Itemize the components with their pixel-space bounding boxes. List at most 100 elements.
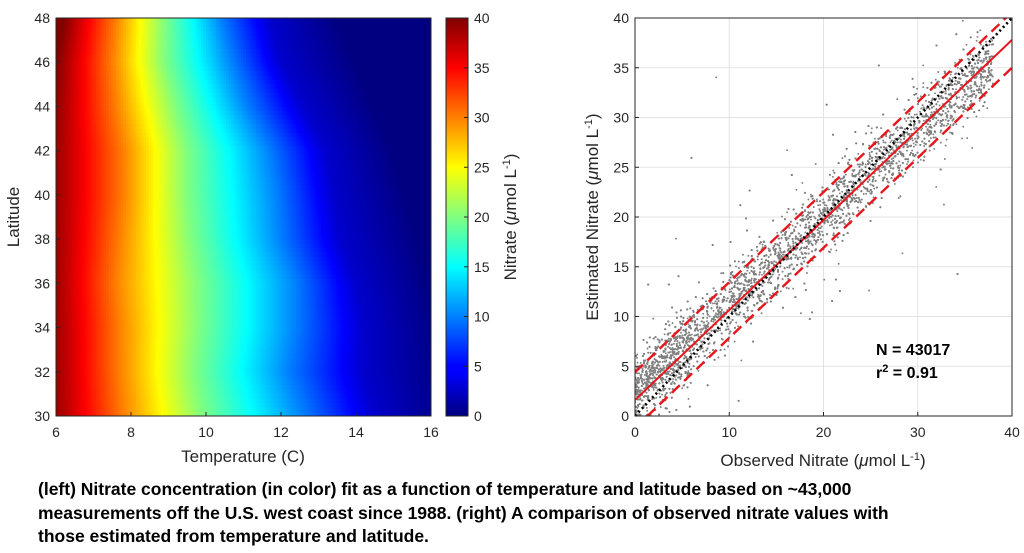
- heatmap-cell: [221, 97, 225, 103]
- heatmap-cell: [421, 106, 425, 112]
- heatmap-cell: [303, 40, 307, 46]
- heatmap-cell: [163, 137, 167, 143]
- heatmap-cell: [313, 115, 317, 121]
- heatmap-cell: [408, 132, 412, 138]
- heatmap-cell: [421, 71, 425, 77]
- heatmap-cell: [166, 93, 170, 99]
- heatmap-cell: [391, 44, 395, 50]
- heatmap-cell: [418, 31, 422, 37]
- heatmap-cell: [396, 62, 400, 68]
- heatmap-cell: [363, 159, 367, 165]
- heatmap-cell: [383, 106, 387, 112]
- heatmap-cell: [243, 159, 247, 165]
- heatmap-cell: [71, 102, 75, 108]
- heatmap-cell: [181, 115, 185, 121]
- heatmap-cell: [236, 18, 240, 24]
- heatmap-cell: [63, 79, 67, 85]
- heatmap-cell: [301, 137, 305, 143]
- heatmap-cell: [123, 26, 127, 32]
- heatmap-cell: [213, 26, 217, 32]
- heatmap-cell: [323, 128, 327, 134]
- heatmap-cell: [393, 115, 397, 121]
- heatmap-cell: [93, 128, 97, 134]
- heatmap-cell: [416, 79, 420, 85]
- heatmap-cell: [213, 35, 217, 41]
- heatmap-cell: [136, 22, 140, 28]
- heatmap-cell: [86, 31, 90, 37]
- heatmap-cell: [381, 150, 385, 156]
- heatmap-cell: [113, 141, 117, 147]
- heatmap-cell: [326, 146, 330, 152]
- heatmap-cell: [171, 18, 175, 24]
- heatmap-cell: [398, 26, 402, 32]
- heatmap-cell: [278, 146, 282, 152]
- heatmap-cell: [143, 159, 147, 165]
- heatmap-cell: [146, 71, 150, 77]
- heatmap-cell: [298, 88, 302, 94]
- heatmap-cell: [396, 132, 400, 138]
- heatmap-cell: [323, 44, 327, 50]
- heatmap-cell: [376, 110, 380, 116]
- heatmap-cell: [66, 84, 70, 90]
- heatmap-cell: [58, 102, 62, 108]
- heatmap-cell: [81, 124, 85, 130]
- heatmap-cell: [186, 137, 190, 143]
- heatmap-cell: [428, 57, 431, 63]
- heatmap-cell: [218, 22, 222, 28]
- heatmap-cell: [418, 35, 422, 41]
- heatmap-cell: [371, 110, 375, 116]
- heatmap-cell: [228, 88, 232, 94]
- heatmap-cell: [323, 110, 327, 116]
- heatmap-cell: [161, 159, 165, 165]
- heatmap-cell: [158, 31, 162, 37]
- heatmap-cell: [221, 18, 225, 24]
- heatmap-cell: [353, 75, 357, 81]
- heatmap-cell: [413, 119, 417, 125]
- heatmap-cell: [266, 48, 270, 54]
- heatmap-cell: [331, 53, 335, 59]
- heatmap-cell: [281, 141, 285, 147]
- heatmap-cell: [383, 141, 387, 147]
- heatmap-cell: [308, 106, 312, 112]
- heatmap-cell: [78, 93, 82, 99]
- heatmap-cell: [178, 155, 182, 161]
- heatmap-cell: [106, 110, 110, 116]
- heatmap-cell: [196, 88, 200, 94]
- heatmap-cell: [233, 26, 237, 32]
- heatmap-cell: [276, 155, 280, 161]
- heatmap-cell: [171, 106, 175, 112]
- heatmap-cell: [253, 88, 257, 94]
- heatmap-cell: [253, 31, 257, 37]
- heatmap-cell: [248, 115, 252, 121]
- heatmap-cell: [336, 124, 340, 130]
- heatmap-cell: [246, 110, 250, 116]
- heatmap-cell: [96, 53, 100, 59]
- heatmap-cell: [283, 71, 287, 77]
- heatmap-cell: [301, 124, 305, 130]
- heatmap-cell: [273, 48, 277, 54]
- heatmap-cell: [398, 75, 402, 81]
- heatmap-cell: [266, 110, 270, 116]
- heatmap-cell: [381, 31, 385, 37]
- heatmap-cell: [386, 71, 390, 77]
- heatmap-cell: [378, 119, 382, 125]
- heatmap-cell: [416, 93, 420, 99]
- heatmap-cell: [58, 97, 62, 103]
- heatmap-cell: [243, 115, 247, 121]
- heatmap-cell: [123, 44, 127, 50]
- heatmap-cell: [68, 48, 72, 54]
- heatmap-cell: [228, 102, 232, 108]
- heatmap-cell: [178, 31, 182, 37]
- heatmap-cell: [128, 62, 132, 68]
- heatmap-cell: [263, 62, 267, 68]
- heatmap-cell: [106, 163, 110, 169]
- heatmap-cell: [268, 97, 272, 103]
- heatmap-cell: [413, 84, 417, 90]
- heatmap-cell: [226, 22, 230, 28]
- heatmap-cell: [141, 163, 145, 169]
- heatmap-cell: [191, 146, 195, 152]
- heatmap-cell: [118, 79, 122, 85]
- heatmap-cell: [186, 22, 190, 28]
- heatmap-cell: [68, 35, 72, 41]
- heatmap-cell: [76, 124, 80, 130]
